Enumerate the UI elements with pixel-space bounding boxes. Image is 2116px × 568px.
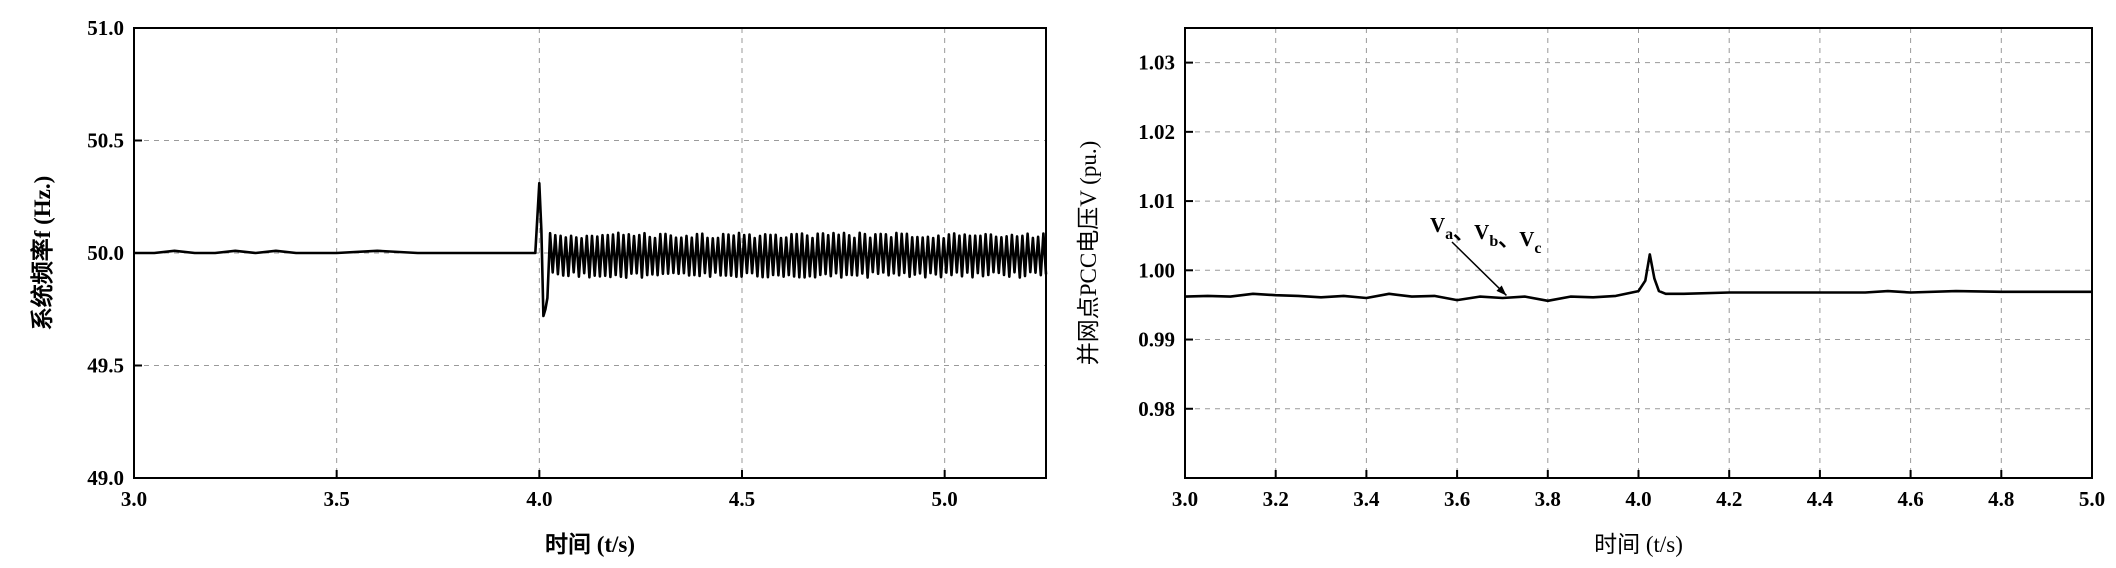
x-tick-label: 3.4	[1353, 487, 1380, 511]
series-annotation: Va、Vb、Vc	[1430, 213, 1542, 296]
y-tick-label: 1.02	[1138, 120, 1175, 144]
frequency-chart-svg: 3.0 3.5 4.0 4.5 5.0 49.0 49.5 50.0 50.5 51.0 时间 (…	[29, 16, 1048, 557]
x-axis-title: 时间 (t/s)	[545, 532, 635, 557]
annotation-subscript: a	[1445, 226, 1453, 243]
y-tick-label: 1.01	[1138, 189, 1175, 213]
y-tick-label: 51.0	[87, 16, 124, 40]
x-tick-label: 4.5	[729, 487, 755, 511]
plot-frame	[1184, 27, 2093, 479]
x-tick-label: 3.8	[1535, 487, 1561, 511]
x-tick-label: 4.8	[1988, 487, 2014, 511]
y-tick-label: 49.0	[87, 466, 124, 490]
y-tick-label: 50.0	[87, 241, 124, 265]
x-tick-label: 4.6	[1897, 487, 1923, 511]
annotation-label: Va、Vb、Vc	[1430, 213, 1542, 257]
y-tick-label: 0.99	[1138, 328, 1175, 352]
annotation-symbol: V	[1519, 227, 1534, 251]
x-tick-label: 3.2	[1263, 487, 1289, 511]
series-line	[1184, 253, 2092, 303]
x-tick-label: 3.6	[1444, 487, 1470, 511]
annotation-arrow	[1451, 241, 1507, 296]
voltage-chart: 3.0 3.2 3.4 3.6 3.8 4.0 4.2 4.4 4.6 4.8 5.0 0.98 0.9…	[1060, 0, 2116, 568]
x-tick-label: 4.0	[526, 487, 552, 511]
frequency-chart: 3.0 3.5 4.0 4.5 5.0 49.0 49.5 50.0 50.5 51.0 时间 (…	[29, 16, 1048, 557]
voltage-chart-svg: 3.0 3.2 3.4 3.6 3.8 4.0 4.2 4.4 4.6 4.8 5.0 0.98 0.9…	[1076, 27, 2105, 557]
y-tick-label: 1.03	[1138, 51, 1175, 75]
y-axis-title: 并网点PCC电压V (pu.)	[1076, 141, 1101, 366]
annotation-separator: 、	[1498, 227, 1519, 251]
y-axis-title: 系统频率f (Hz.)	[29, 176, 55, 331]
plot-frame	[133, 27, 1047, 479]
series-line	[134, 181, 1048, 318]
y-tick-label: 50.5	[87, 129, 124, 153]
x-tick-label: 3.5	[324, 487, 350, 511]
annotation-arrowhead	[1496, 285, 1507, 296]
x-tick-label: 4.0	[1625, 487, 1651, 511]
annotation-subscript: c	[1534, 240, 1541, 257]
x-tick-label: 5.0	[932, 487, 958, 511]
x-tick-label: 3.0	[121, 487, 147, 511]
y-tick-label: 1.00	[1138, 258, 1175, 282]
annotation-symbol: V	[1430, 213, 1445, 237]
x-tick-label: 4.4	[1807, 487, 1834, 511]
x-axis-title: 时间 (t/s)	[1594, 532, 1683, 557]
x-tick-label: 3.0	[1172, 487, 1198, 511]
annotation-separator: 、	[1453, 220, 1474, 244]
x-tick-label: 5.0	[2079, 487, 2105, 511]
y-tick-label: 49.5	[87, 354, 124, 378]
x-tick-label: 4.2	[1716, 487, 1742, 511]
annotation-subscript: b	[1489, 233, 1498, 250]
annotation-symbol: V	[1474, 220, 1489, 244]
y-tick-label: 0.98	[1138, 397, 1175, 421]
